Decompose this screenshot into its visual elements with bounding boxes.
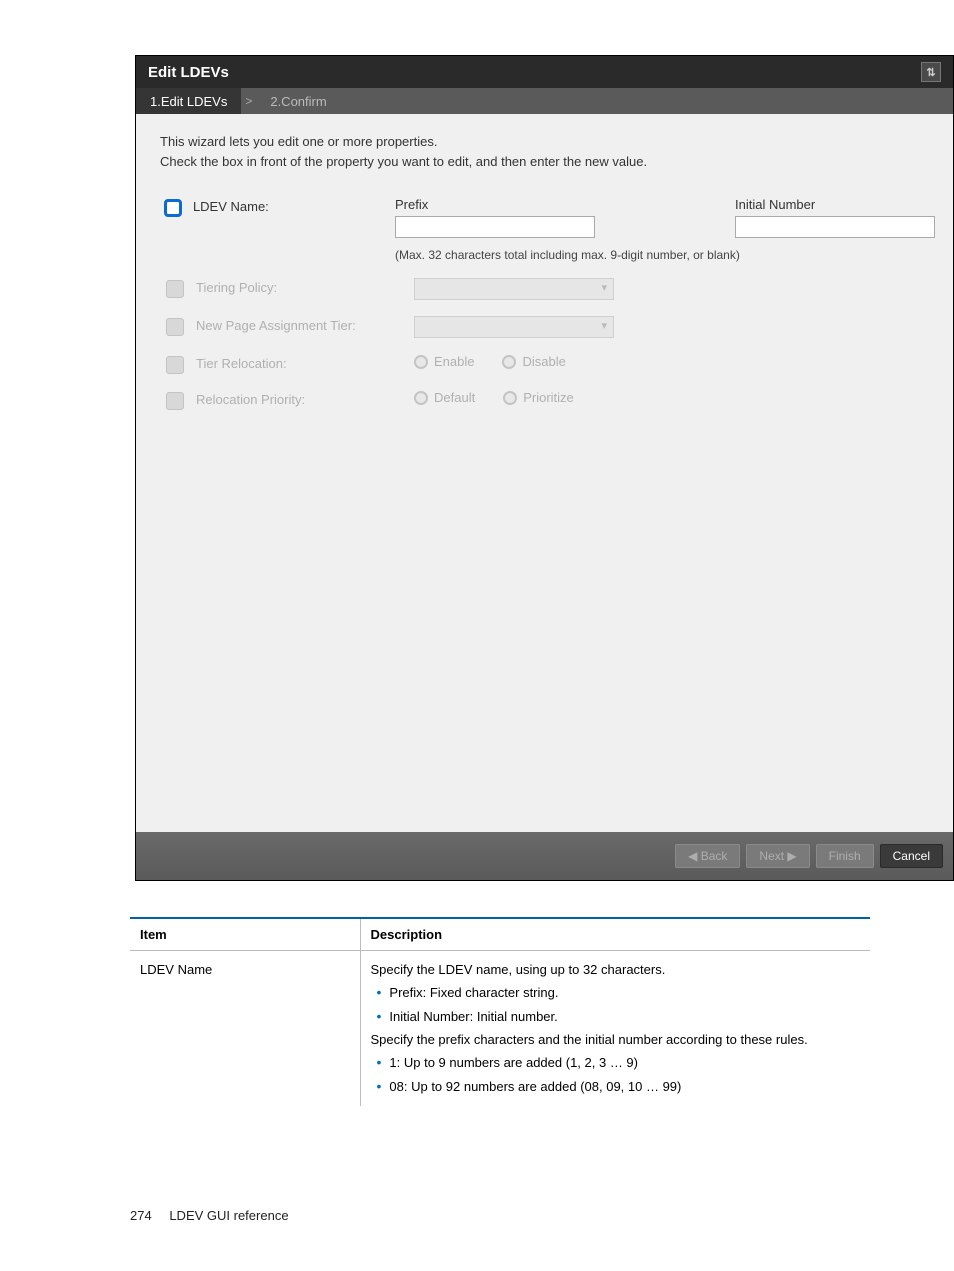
item-ldev-name: LDEV Name [130,951,360,1107]
priority-prioritize-radio [503,391,517,405]
filter-icon[interactable]: ⇅ [921,62,941,82]
relocation-priority-checkbox[interactable] [166,392,184,410]
description-table: Item Description LDEV Name Specify the L… [130,917,870,1106]
new-page-tier-dropdown [414,316,614,338]
step-separator-icon: > [241,88,256,114]
tiering-policy-checkbox[interactable] [166,280,184,298]
intro-line2: Check the box in front of the property y… [160,152,929,172]
prefix-label: Prefix [395,197,595,212]
initial-number-label: Initial Number [735,197,935,212]
relocation-priority-label: Relocation Priority: [196,390,414,407]
edit-ldevs-wizard: Edit LDEVs ⇅ 1.Edit LDEVs > 2.Confirm Th… [135,55,954,881]
next-button[interactable]: Next ▶ [746,844,809,868]
relocation-enable-radio [414,355,428,369]
finish-button[interactable]: Finish [816,844,874,868]
wizard-body: This wizard lets you edit one or more pr… [136,114,953,834]
titlebar-icons: ⇅ [921,62,941,82]
step-confirm[interactable]: 2.Confirm [256,88,340,114]
wizard-titlebar: Edit LDEVs ⇅ [136,56,953,88]
relocation-disable-label: Disable [522,354,565,369]
ldev-name-label: LDEV Name: [193,197,395,214]
desc-line1: Specify the LDEV name, using up to 32 ch… [371,959,861,981]
wizard-steps: 1.Edit LDEVs > 2.Confirm [136,88,953,114]
new-page-tier-checkbox[interactable] [166,318,184,336]
ldev-name-checkbox[interactable] [164,199,182,217]
ldev-name-controls: Prefix Initial Number (Max. 32 character… [395,197,935,262]
col-item: Item [130,919,360,951]
new-page-tier-label: New Page Assignment Tier: [196,316,414,333]
desc-bullet-initial: Initial Number: Initial number. [377,1005,861,1029]
desc-bullet-rule1: 1: Up to 9 numbers are added (1, 2, 3 … … [377,1051,861,1075]
wizard-intro: This wizard lets you edit one or more pr… [136,114,953,179]
tiering-policy-label: Tiering Policy: [196,278,414,295]
intro-line1: This wizard lets you edit one or more pr… [160,132,929,152]
desc-bullet-rule2: 08: Up to 92 numbers are added (08, 09, … [377,1075,861,1099]
footer-section: LDEV GUI reference [169,1208,288,1223]
prefix-input[interactable] [395,216,595,238]
ldev-name-hint: (Max. 32 characters total including max.… [395,248,935,262]
col-description: Description [360,919,870,951]
tiering-policy-dropdown [414,278,614,300]
desc-line2: Specify the prefix characters and the in… [371,1029,861,1051]
priority-default-label: Default [434,390,475,405]
relocation-enable-label: Enable [434,354,474,369]
back-button[interactable]: ◀ Back [675,844,740,868]
desc-bullet-prefix: Prefix: Fixed character string. [377,981,861,1005]
desc-ldev-name: Specify the LDEV name, using up to 32 ch… [360,951,870,1107]
relocation-disable-radio [502,355,516,369]
row-ldev-name: LDEV Name: Prefix Initial Number (Max. 3… [154,189,935,270]
row-relocation-priority: Relocation Priority: Default Prioritize [154,382,935,418]
priority-default-radio [414,391,428,405]
priority-prioritize-label: Prioritize [523,390,574,405]
wizard-footer: ◀ Back Next ▶ Finish Cancel [136,832,953,880]
tier-relocation-checkbox[interactable] [166,356,184,374]
tier-relocation-label: Tier Relocation: [196,354,414,371]
initial-number-input[interactable] [735,216,935,238]
form-area: LDEV Name: Prefix Initial Number (Max. 3… [136,179,953,428]
step-edit-ldevs[interactable]: 1.Edit LDEVs [136,88,241,114]
cancel-button[interactable]: Cancel [880,844,943,868]
page-number: 274 [130,1208,152,1223]
page-footer: 274 LDEV GUI reference [130,1208,289,1223]
row-new-page-tier: New Page Assignment Tier: [154,308,935,346]
table-row: LDEV Name Specify the LDEV name, using u… [130,951,870,1107]
wizard-title: Edit LDEVs [148,64,229,81]
row-tier-relocation: Tier Relocation: Enable Disable [154,346,935,382]
row-tiering-policy: Tiering Policy: [154,270,935,308]
